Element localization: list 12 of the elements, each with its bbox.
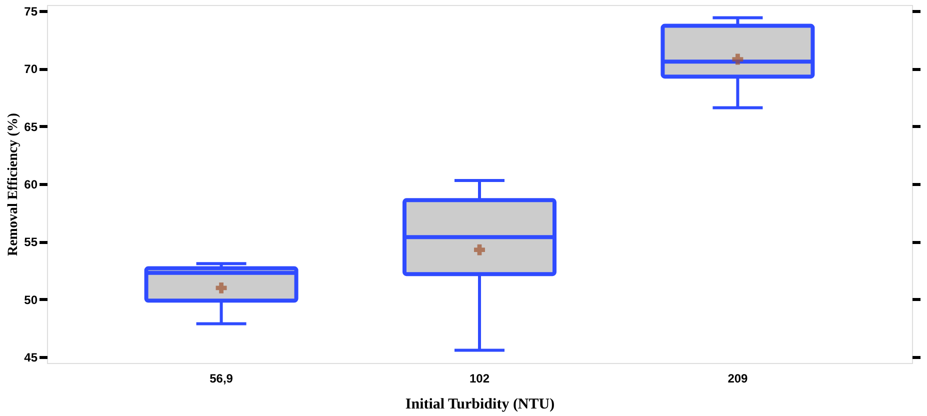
x-tick-label: 102 [469, 372, 490, 386]
y-tick-label: 70 [24, 62, 38, 76]
y-tick-label: 55 [24, 235, 38, 250]
y-tick-label: 75 [24, 4, 38, 18]
y-tick-label: 65 [24, 120, 38, 134]
y-axis-title: Removal Efficiency (%) [6, 112, 22, 256]
y-tick-label: 50 [24, 292, 38, 307]
y-tick-label: 45 [24, 350, 38, 365]
y-tick-label: 60 [24, 178, 38, 192]
x-tick-label: 209 [728, 372, 748, 386]
x-tick-label: 56,9 [210, 372, 234, 386]
x-axis-title: Initial Turbidity (NTU) [405, 396, 555, 412]
